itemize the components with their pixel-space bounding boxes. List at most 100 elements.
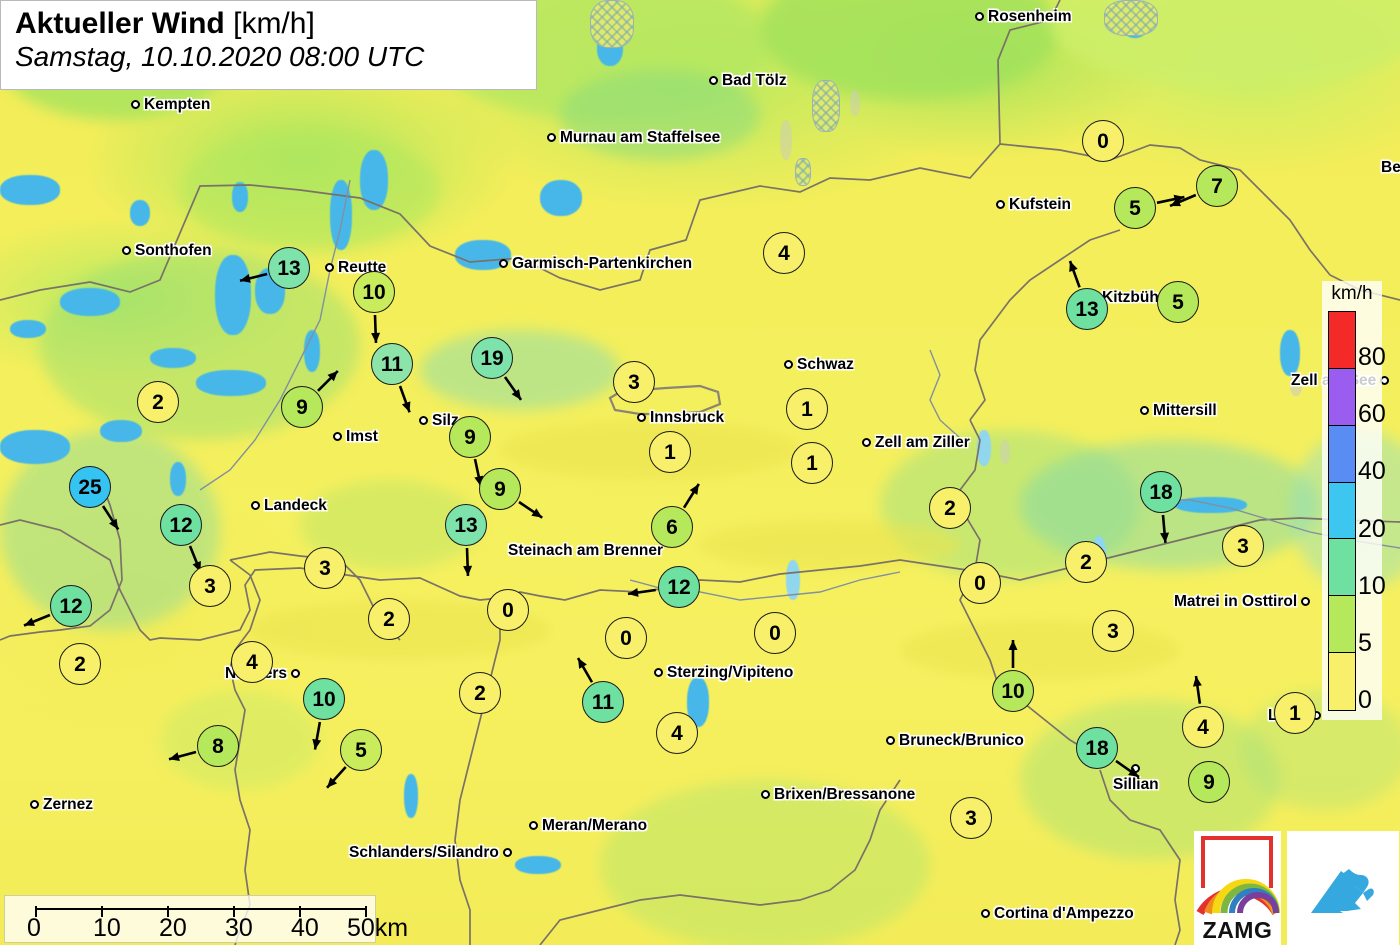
wind-speed-bubble[interactable]: 2 bbox=[459, 672, 501, 714]
wind-speed-bubble[interactable]: 13 bbox=[1066, 288, 1108, 330]
wind-speed-bubble[interactable]: 11 bbox=[582, 681, 624, 723]
wind-speed-bubble[interactable]: 2 bbox=[368, 598, 410, 640]
legend-tick-label: 40 bbox=[1358, 457, 1386, 486]
legend-tick-label: 60 bbox=[1358, 400, 1386, 429]
city-dot-icon bbox=[529, 821, 538, 831]
wind-speed-bubble[interactable]: 9 bbox=[281, 386, 323, 428]
wind-speed-bubble[interactable]: 12 bbox=[50, 585, 92, 627]
wind-speed-bubble[interactable]: 12 bbox=[658, 566, 700, 608]
wind-speed-bubble[interactable]: 5 bbox=[1157, 281, 1199, 323]
legend-tick-label: 10 bbox=[1358, 571, 1386, 600]
title-datetime: Samstag, 10.10.2020 08:00 UTC bbox=[15, 40, 425, 72]
city-name: Sonthofen bbox=[135, 242, 212, 259]
scale-bar: 0 10 20 30 40 50km bbox=[4, 895, 408, 943]
wind-speed-bubble[interactable]: 0 bbox=[754, 612, 796, 654]
city-dot-icon bbox=[637, 413, 646, 423]
zamg-logo[interactable]: ZAMG bbox=[1194, 831, 1281, 945]
city-dot-icon bbox=[1131, 764, 1141, 773]
wind-speed-bubble[interactable]: 4 bbox=[1182, 706, 1224, 748]
grey-area bbox=[850, 90, 860, 116]
wind-speed-bubble[interactable]: 10 bbox=[353, 271, 395, 313]
wind-speed-bubble[interactable]: 0 bbox=[605, 617, 647, 659]
city-dot-icon bbox=[122, 246, 131, 256]
wind-speed-bubble[interactable]: 2 bbox=[929, 487, 971, 529]
lake bbox=[60, 288, 120, 316]
wind-speed-bubble[interactable]: 9 bbox=[449, 416, 491, 458]
lake bbox=[786, 560, 800, 600]
wind-speed-bubble[interactable]: 13 bbox=[445, 504, 487, 546]
wind-speed-bubble[interactable]: 8 bbox=[197, 725, 239, 767]
wind-speed-bubble[interactable]: 9 bbox=[479, 468, 521, 510]
wind-speed-bubble[interactable]: 4 bbox=[656, 712, 698, 754]
legend-color-segment bbox=[1329, 482, 1355, 540]
wind-speed-bubble[interactable]: 18 bbox=[1076, 727, 1118, 769]
city-dot-icon bbox=[291, 669, 301, 679]
city-name: Murnau am Staffelsee bbox=[560, 129, 721, 146]
geosphere-mountain-logo[interactable] bbox=[1287, 831, 1399, 945]
wind-speed-bubble[interactable]: 5 bbox=[340, 729, 382, 771]
city-label: Kempten bbox=[131, 97, 210, 113]
lake bbox=[540, 180, 582, 216]
city-name: Schlanders/Silandro bbox=[349, 844, 499, 861]
city-name: Schwaz bbox=[797, 356, 854, 373]
city-name: Steinach am Brenner bbox=[508, 542, 664, 559]
wind-speed-bubble[interactable]: 4 bbox=[231, 641, 273, 683]
city-name: Rosenheim bbox=[988, 8, 1072, 25]
wind-speed-bubble[interactable]: 3 bbox=[304, 547, 346, 589]
wind-speed-bubble[interactable]: 2 bbox=[137, 381, 179, 423]
wind-speed-bubble[interactable]: 5 bbox=[1114, 187, 1156, 229]
city-dot-icon bbox=[547, 133, 556, 143]
wind-speed-bubble[interactable]: 1 bbox=[1274, 692, 1316, 734]
wind-speed-bubble[interactable]: 12 bbox=[160, 504, 202, 546]
legend-color-segment bbox=[1329, 368, 1355, 426]
wind-speed-bubble[interactable]: 3 bbox=[950, 797, 992, 839]
wind-speed-bubble[interactable]: 18 bbox=[1140, 471, 1182, 513]
wind-speed-bubble[interactable]: 4 bbox=[763, 232, 805, 274]
city-dot-icon bbox=[761, 790, 770, 800]
city-dot-icon bbox=[325, 263, 334, 273]
terrain-green-patch bbox=[420, 330, 620, 410]
wind-speed-bubble[interactable]: 6 bbox=[651, 506, 693, 548]
city-name: Zell am Ziller bbox=[875, 434, 970, 451]
scale-label: 40 bbox=[291, 914, 319, 942]
wind-speed-bubble[interactable]: 2 bbox=[59, 643, 101, 685]
wind-speed-bubble[interactable]: 11 bbox=[371, 343, 413, 385]
wind-speed-bubble[interactable]: 13 bbox=[268, 247, 310, 289]
wind-speed-bubble[interactable]: 9 bbox=[1188, 761, 1230, 803]
legend-tick-label: 0 bbox=[1358, 686, 1372, 714]
wind-speed-bubble[interactable]: 7 bbox=[1196, 165, 1238, 207]
terrain-ridge bbox=[900, 620, 1180, 680]
city-name: Kempten bbox=[144, 96, 211, 113]
wind-speed-bubble[interactable]: 3 bbox=[613, 361, 655, 403]
city-label: Cortina d'Ampezzo bbox=[981, 906, 1134, 922]
lake bbox=[977, 430, 991, 466]
scale-label: 50km bbox=[347, 914, 409, 942]
wind-speed-bubble[interactable]: 3 bbox=[189, 565, 231, 607]
title-box: Aktueller Wind [km/h] Samstag, 10.10.202… bbox=[0, 0, 537, 90]
wind-speed-bubble[interactable]: 1 bbox=[791, 442, 833, 484]
legend-bar bbox=[1328, 311, 1356, 711]
wind-speed-bubble[interactable]: 0 bbox=[1082, 120, 1124, 162]
city-name: Kufstein bbox=[1009, 196, 1071, 213]
city-label: Bruneck/Brunico bbox=[886, 733, 1024, 749]
wind-speed-bubble[interactable]: 19 bbox=[471, 337, 513, 379]
wind-speed-bubble[interactable]: 25 bbox=[69, 466, 111, 508]
wind-speed-bubble[interactable]: 10 bbox=[992, 670, 1034, 712]
city-name: Sillian bbox=[1113, 776, 1159, 793]
city-dot-icon bbox=[1140, 406, 1149, 416]
wind-speed-bubble[interactable]: 3 bbox=[1222, 525, 1264, 567]
wind-speed-bubble[interactable]: 0 bbox=[487, 589, 529, 631]
scale-label: 0 bbox=[27, 914, 41, 942]
lake bbox=[515, 856, 561, 874]
wind-speed-bubble[interactable]: 1 bbox=[649, 431, 691, 473]
mountain-icon bbox=[1311, 869, 1374, 913]
wind-speed-bubble[interactable]: 10 bbox=[303, 678, 345, 720]
city-dot-icon bbox=[1301, 597, 1311, 607]
city-name: Garmisch-Partenkirchen bbox=[512, 255, 693, 272]
wind-speed-bubble[interactable]: 2 bbox=[1065, 541, 1107, 583]
scale-tick bbox=[167, 906, 170, 917]
wind-speed-bubble[interactable]: 1 bbox=[786, 388, 828, 430]
wind-speed-bubble[interactable]: 0 bbox=[959, 562, 1001, 604]
wind-speed-bubble[interactable]: 3 bbox=[1092, 610, 1134, 652]
